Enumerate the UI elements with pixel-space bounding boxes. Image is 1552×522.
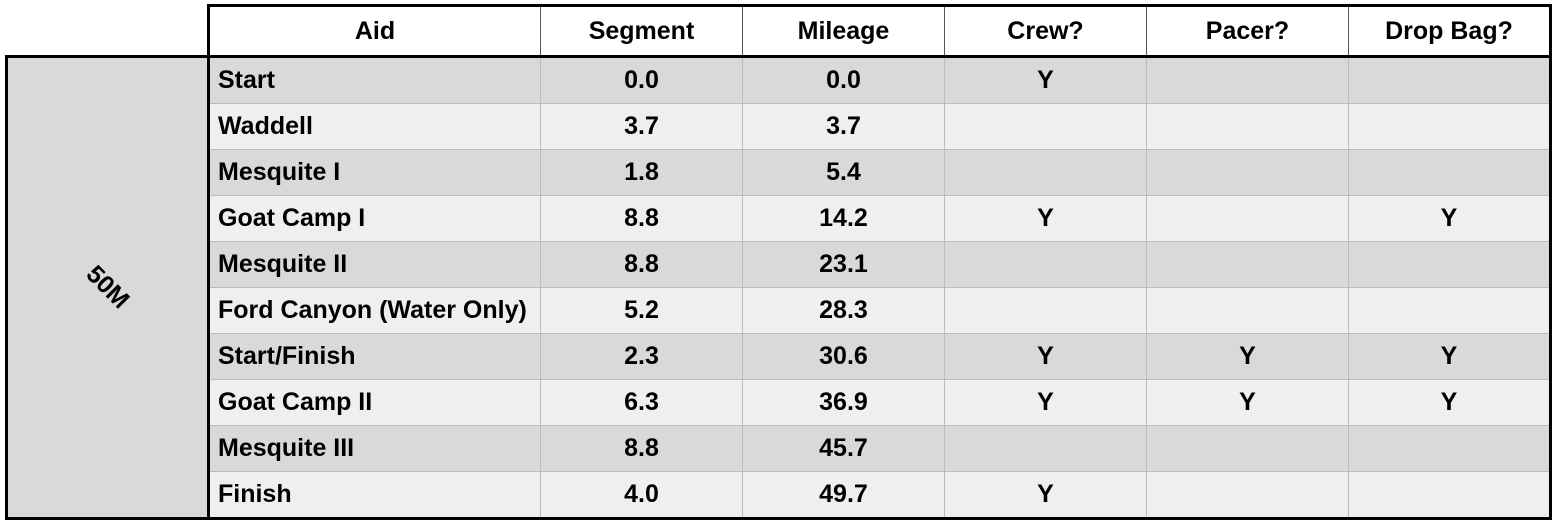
cell: 5.2 (540, 287, 743, 334)
cell: 4.0 (540, 471, 743, 520)
cell: Y (1146, 379, 1349, 426)
header-row: Aid Segment Mileage Crew? Pacer? Drop Bag? (6, 4, 1552, 58)
cell: 8.8 (540, 195, 743, 242)
cell (944, 241, 1147, 288)
cell: 0.0 (540, 56, 743, 104)
cell (1348, 471, 1552, 520)
cell (1348, 241, 1552, 288)
table-row: Mesquite I 1.8 5.4 (7, 149, 1552, 196)
column-header: Crew? (944, 4, 1147, 58)
cell: Y (944, 379, 1147, 426)
table-row: Ford Canyon (Water Only) 5.2 28.3 (7, 287, 1552, 334)
cell: Y (1348, 195, 1552, 242)
table-row: Finish 4.0 49.7 Y (7, 471, 1552, 520)
cell (1348, 103, 1552, 150)
table-row: Start/Finish 2.3 30.6 Y Y Y (7, 333, 1552, 380)
column-header: Mileage (742, 4, 945, 58)
table-row: Goat Camp I 8.8 14.2 Y Y (7, 195, 1552, 242)
cell (1348, 149, 1552, 196)
column-header: Drop Bag? (1348, 4, 1552, 58)
cell: 23.1 (742, 241, 945, 288)
column-header: Pacer? (1146, 4, 1349, 58)
group-label: 50M (80, 260, 135, 315)
cell (1146, 241, 1349, 288)
table-row: 50M Start 0.0 0.0 Y (5, 55, 1552, 520)
cell: 6.3 (540, 379, 743, 426)
cell: Y (1348, 333, 1552, 380)
group-cell: 50M (5, 55, 210, 520)
aid-name: Finish (207, 471, 541, 520)
cell (1348, 425, 1552, 472)
cell (944, 425, 1147, 472)
cell (1348, 287, 1552, 334)
aid-name: Mesquite I (207, 149, 541, 196)
aid-name: Mesquite III (207, 425, 541, 472)
cell (1146, 425, 1349, 472)
cell: 45.7 (742, 425, 945, 472)
aid-name: Ford Canyon (Water Only) (207, 287, 541, 334)
cell (944, 149, 1147, 196)
cell: Y (1348, 379, 1552, 426)
column-header: Aid (207, 4, 541, 58)
cell: 3.7 (540, 103, 743, 150)
cell: 8.8 (540, 425, 743, 472)
aid-name: Goat Camp I (207, 195, 541, 242)
cell (1348, 56, 1552, 104)
cell: 0.0 (742, 56, 945, 104)
cell: 1.8 (540, 149, 743, 196)
cell (1146, 56, 1349, 104)
aid-name: Goat Camp II (207, 379, 541, 426)
cell: 28.3 (742, 287, 945, 334)
corner-cell (6, 5, 209, 58)
cell (944, 287, 1147, 334)
table-row: Mesquite II 8.8 23.1 (7, 241, 1552, 288)
cell: 49.7 (742, 471, 945, 520)
cell (1146, 103, 1349, 150)
cell: Y (944, 333, 1147, 380)
aid-name: Waddell (207, 103, 541, 150)
cell (1146, 287, 1349, 334)
aid-table: Aid Segment Mileage Crew? Pacer? Drop Bag? 50… (5, 4, 1552, 520)
cell: 8.8 (540, 241, 743, 288)
cell (1146, 471, 1349, 520)
table-row: Goat Camp II 6.3 36.9 Y Y Y (7, 379, 1552, 426)
cell (1146, 195, 1349, 242)
cell: 36.9 (742, 379, 945, 426)
aid-name: Start/Finish (207, 333, 541, 380)
cell: Y (944, 56, 1147, 104)
cell: 2.3 (540, 333, 743, 380)
table-row: Waddell 3.7 3.7 (7, 103, 1552, 150)
cell: 30.6 (742, 333, 945, 380)
cell: Y (944, 195, 1147, 242)
cell: 5.4 (742, 149, 945, 196)
cell (1146, 149, 1349, 196)
aid-name: Start (207, 56, 541, 104)
cell (944, 103, 1147, 150)
cell: Y (1146, 333, 1349, 380)
cell: Y (944, 471, 1147, 520)
aid-name: Mesquite II (207, 241, 541, 288)
table-row: Mesquite III 8.8 45.7 (7, 425, 1552, 472)
column-header: Segment (540, 4, 743, 58)
cell: 3.7 (742, 103, 945, 150)
cell: 14.2 (742, 195, 945, 242)
